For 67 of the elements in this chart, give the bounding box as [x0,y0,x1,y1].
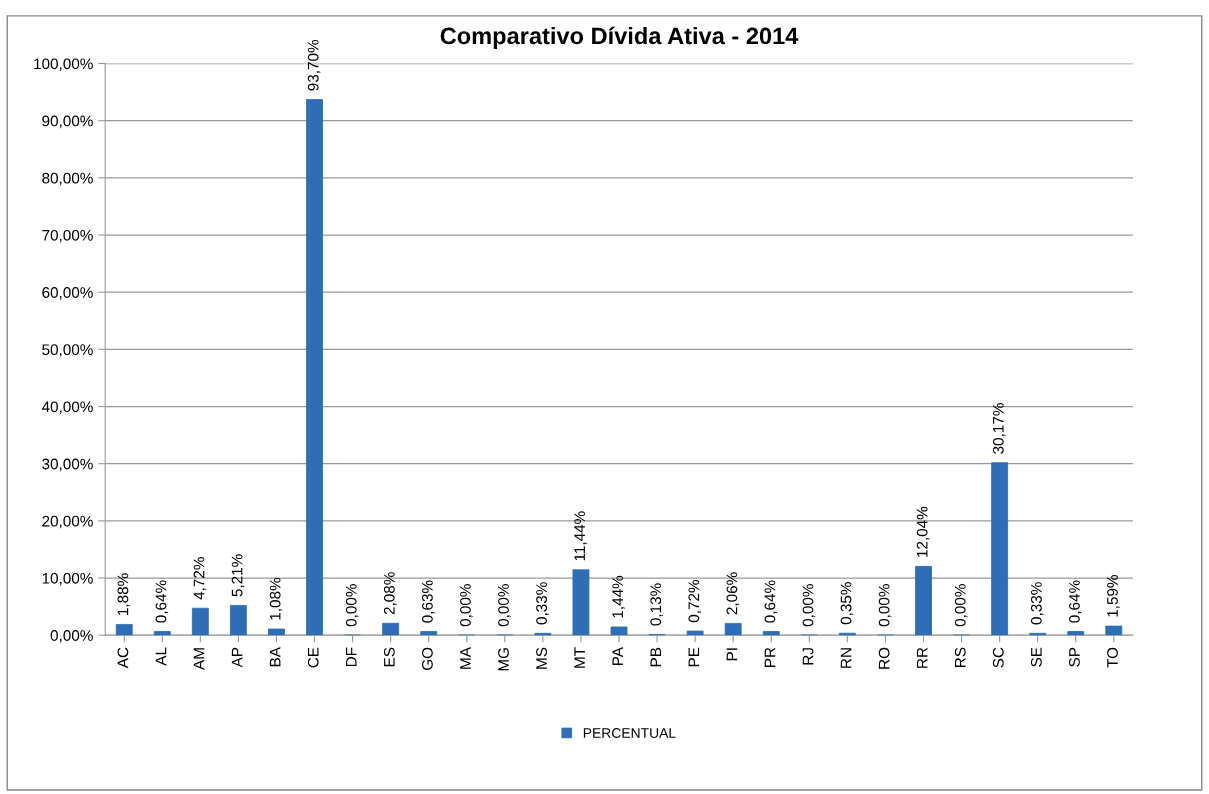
x-tick-label: CE [307,647,319,668]
x-tick-label: MT [574,647,585,668]
data-label: 0,00% [954,584,968,627]
data-label: 1,08% [269,577,283,620]
data-label: 1,44% [612,575,625,618]
data-label: 0,00% [345,584,359,627]
x-tick-label: PR [764,647,776,667]
y-tick-label: 0,00% [50,630,93,643]
data-label: 0,00% [498,584,511,627]
x-tick-label: AP [231,647,243,668]
data-label: 0,72% [688,579,702,623]
x-tick-label: ES [383,647,395,667]
data-label: 0,33% [1030,582,1044,625]
x-tick-label: SC [992,647,1004,668]
y-tick-label: 70,00% [42,229,93,243]
legend-label: PERCENTUAL [583,728,676,738]
x-tick-label: AM [193,648,205,670]
y-tick-label: 90,00% [42,115,93,129]
data-label: 0,00% [802,584,816,627]
x-tick-label: BA [269,647,281,667]
y-tick-label: 60,00% [42,287,93,300]
chart-title: Comparativo Dívida Ativa - 2014 [440,26,799,49]
data-label: 0,13% [650,583,663,626]
data-label: 2,06% [726,572,740,615]
x-tick-label: MG [498,648,509,671]
x-tick-label: PB [650,647,662,667]
data-label: 1,88% [117,573,131,615]
data-label: 93,70% [307,39,321,91]
x-tick-label: DF [346,647,357,667]
x-tick-label: MA [460,647,471,669]
x-tick-label: RR [916,647,928,668]
data-label: 0,64% [1069,580,1082,623]
x-tick-label: RS [954,647,966,667]
data-label: 4,72% [193,557,207,600]
x-tick-label: AC [117,647,129,669]
data-label: 12,04% [916,506,930,557]
x-tick-label: SP [1069,647,1080,667]
data-label: 0,63% [421,580,435,623]
data-label: 5,21% [231,554,245,597]
x-tick-label: RN [840,648,852,668]
y-tick-label: 30,00% [42,458,93,472]
y-tick-label: 80,00% [42,172,93,186]
data-label: 0,35% [840,582,854,625]
data-label: 0,00% [878,584,892,627]
x-tick-label: AL [155,647,167,666]
x-tick-label: PA [612,647,623,666]
data-label: 0,00% [460,584,473,627]
y-tick-label: 100,00% [34,58,93,72]
x-tick-label: GO [421,647,433,670]
x-tick-label: SE [1030,647,1042,667]
data-label: 2,08% [383,572,397,615]
x-tick-label: RO [878,647,890,669]
y-tick-label: 10,00% [42,572,93,586]
data-label: 11,44% [574,511,587,561]
x-tick-label: RJ [802,648,814,665]
data-label: 1,59% [1107,575,1120,617]
x-tick-label: TO [1107,647,1118,668]
x-tick-label: PI [726,648,738,661]
x-tick-label: MS [536,647,547,669]
y-tick-label: 20,00% [42,515,93,529]
data-label: 0,64% [764,580,778,623]
data-label: 0,64% [155,580,169,623]
data-label: 30,17% [992,403,1006,454]
y-tick-label: 50,00% [42,344,93,357]
data-label: 0,33% [536,582,549,625]
x-tick-label: PE [688,647,700,667]
y-tick-label: 40,00% [41,401,93,415]
